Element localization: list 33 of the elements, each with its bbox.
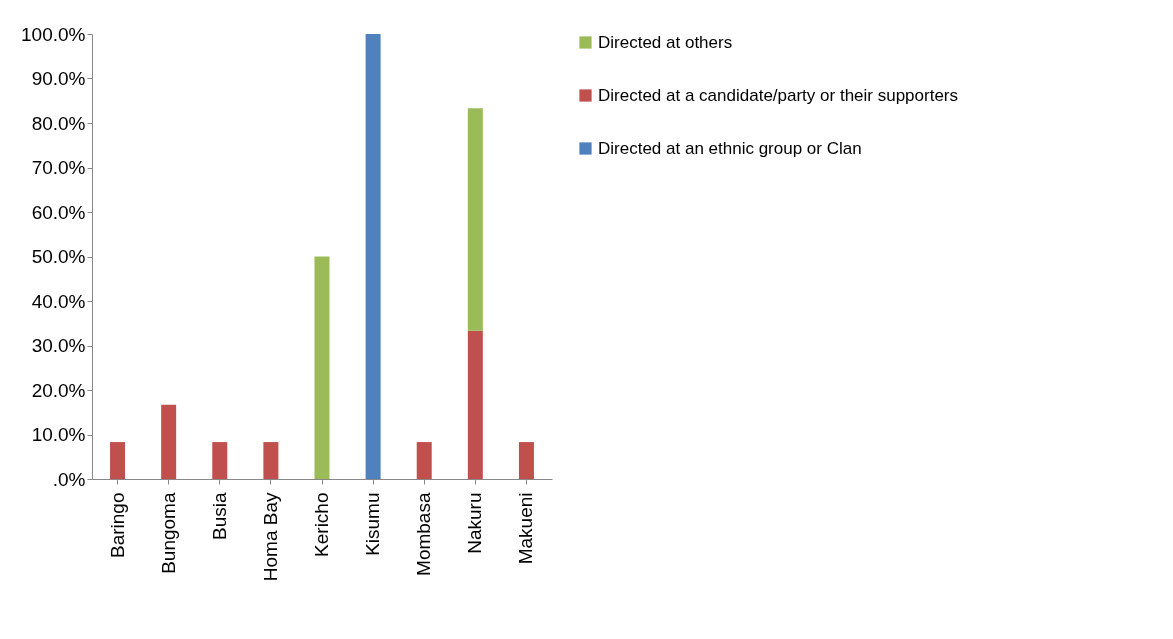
x-tick-label: Makueni — [515, 492, 537, 565]
x-tick-label: Kisumu — [362, 492, 384, 556]
x-tick-label: Kericho — [311, 492, 332, 557]
y-tick-label: 70.0% — [31, 157, 86, 178]
bar — [416, 442, 432, 479]
y-tick-label: 30.0% — [31, 335, 86, 356]
x-tick-label: Bungoma — [157, 492, 179, 574]
bar — [263, 442, 279, 479]
x-tick-label: Homa Bay — [259, 492, 281, 582]
bar — [365, 34, 381, 479]
y-tick-label: .0% — [52, 468, 86, 490]
x-tick-label: Baringo — [106, 492, 128, 558]
bar — [110, 442, 126, 479]
y-tick-label: 40.0% — [31, 290, 86, 312]
bar — [212, 442, 228, 479]
y-tick-label: 60.0% — [31, 201, 86, 223]
bar — [314, 256, 330, 479]
y-tick-label: 10.0% — [31, 424, 86, 445]
x-tick-label: Mombasa — [413, 492, 435, 576]
x-tick-label: Nakuru — [464, 492, 486, 554]
x-tick-label: Busia — [208, 492, 230, 541]
y-tick-label: 100.0% — [21, 23, 86, 45]
y-tick-label: 20.0% — [31, 379, 86, 401]
bar — [518, 442, 534, 479]
y-tick-label: 50.0% — [31, 246, 86, 267]
legend-label: Directed at an ethnic group or Clan — [598, 138, 862, 158]
y-tick-label: 90.0% — [31, 68, 86, 89]
y-tick-label: 80.0% — [31, 112, 86, 134]
legend-label: Directed at a candidate/party or their supporters — [598, 85, 959, 105]
bar — [467, 330, 483, 479]
legend-label: Directed at others — [598, 32, 733, 52]
bar — [161, 404, 177, 479]
bar — [467, 108, 483, 331]
